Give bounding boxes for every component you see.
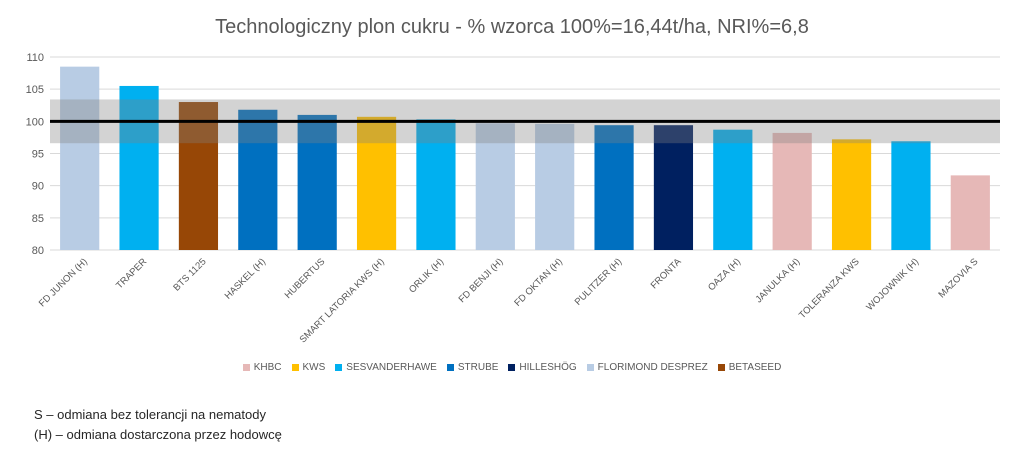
y-tick-label: 100: [26, 116, 44, 128]
y-tick-label: 110: [26, 52, 44, 64]
bar: [831, 139, 872, 250]
bar: [356, 116, 397, 250]
bar: [238, 109, 278, 251]
bar: [594, 125, 634, 250]
bar: [535, 123, 575, 250]
y-tick-label: 95: [32, 149, 44, 161]
x-tick-label: FD JUNON (H): [37, 256, 90, 309]
y-tick-label: 85: [32, 213, 44, 225]
legend-label: BETASEED: [728, 362, 782, 373]
x-tick-label: FRONTA: [649, 256, 684, 291]
legend-label: STRUBE: [457, 362, 499, 373]
legend-swatch: [335, 364, 343, 371]
legend-swatch: [291, 364, 299, 371]
legend-swatch: [446, 364, 454, 371]
bar: [475, 123, 515, 250]
x-tick-label: OAZA (H): [706, 256, 743, 293]
x-tick-label: HUBERTUS: [283, 256, 328, 301]
legend-swatch: [717, 364, 725, 371]
bar: [178, 102, 219, 251]
bar: [297, 114, 337, 251]
legend-swatch: [586, 364, 594, 371]
legend-item: KWS: [291, 362, 326, 373]
bar: [416, 119, 456, 250]
bar: [950, 175, 990, 250]
x-tick-label: BTS 1125: [171, 256, 208, 293]
footnote-s: S – odmiana bez tolerancji na nematody: [34, 407, 266, 422]
y-tick-label: 80: [32, 245, 44, 257]
y-tick-label: 105: [26, 84, 44, 96]
legend-label: HILLESHÖG: [519, 362, 577, 373]
footnotes: S – odmiana bez tolerancji na nematody (…: [34, 405, 282, 445]
bar: [653, 125, 694, 250]
x-tick-label: HASKEL (H): [223, 256, 268, 301]
legend-label: KWS: [302, 362, 326, 373]
legend-item: KHBC: [242, 362, 282, 373]
chart: 80 85 90 95 100 105 110 FD JUNON (H) TRAPER BTS 1…: [0, 16, 1024, 373]
legend-item: SESVANDERHAWE: [335, 362, 437, 373]
legend-item: FLORIMOND DESPREZ: [586, 362, 708, 373]
x-tick-label: JANULKA (H): [753, 256, 802, 305]
bar: [60, 66, 100, 251]
bar: [891, 141, 931, 250]
x-tick-label: MAZOVIA S: [936, 256, 980, 300]
bar: [713, 129, 753, 250]
x-tick-label: PULITZER (H): [573, 256, 624, 307]
chart-plot: 80 85 90 95 100 105 110 FD JUNON (H) TRAPER BTS 1…: [26, 52, 1000, 345]
x-tick-label: FD OKTAN (H): [512, 256, 564, 308]
chart-legend: KHBC KWS SESVANDERHAWE STRUBE HILLESHÖG FLORI…: [0, 362, 1024, 373]
legend-item: BETASEED: [717, 362, 782, 373]
legend-item: STRUBE: [446, 362, 499, 373]
chart-title: Technologiczny plon cukru - % wzorca 100…: [215, 16, 809, 38]
legend-swatch: [508, 364, 516, 371]
legend-label: FLORIMOND DESPREZ: [597, 362, 708, 373]
bar: [119, 85, 159, 250]
legend-swatch: [242, 364, 250, 371]
x-tick-label: FD BENJI (H): [457, 256, 506, 305]
legend-label: KHBC: [253, 362, 282, 373]
x-tick-label: TRAPER: [114, 256, 149, 291]
x-tick-label: TOLERANZA KWS: [797, 256, 862, 321]
legend-label: SESVANDERHAWE: [346, 362, 437, 373]
footnote-h: (H) – odmiana dostarczona przez hodowcę: [34, 427, 282, 442]
y-tick-label: 90: [32, 181, 44, 193]
x-tick-label: WOJOWNIK (H): [864, 256, 921, 313]
legend-item: HILLESHÖG: [508, 362, 577, 373]
bar: [772, 132, 812, 250]
x-tick-label: ORLIK (H): [407, 256, 446, 295]
